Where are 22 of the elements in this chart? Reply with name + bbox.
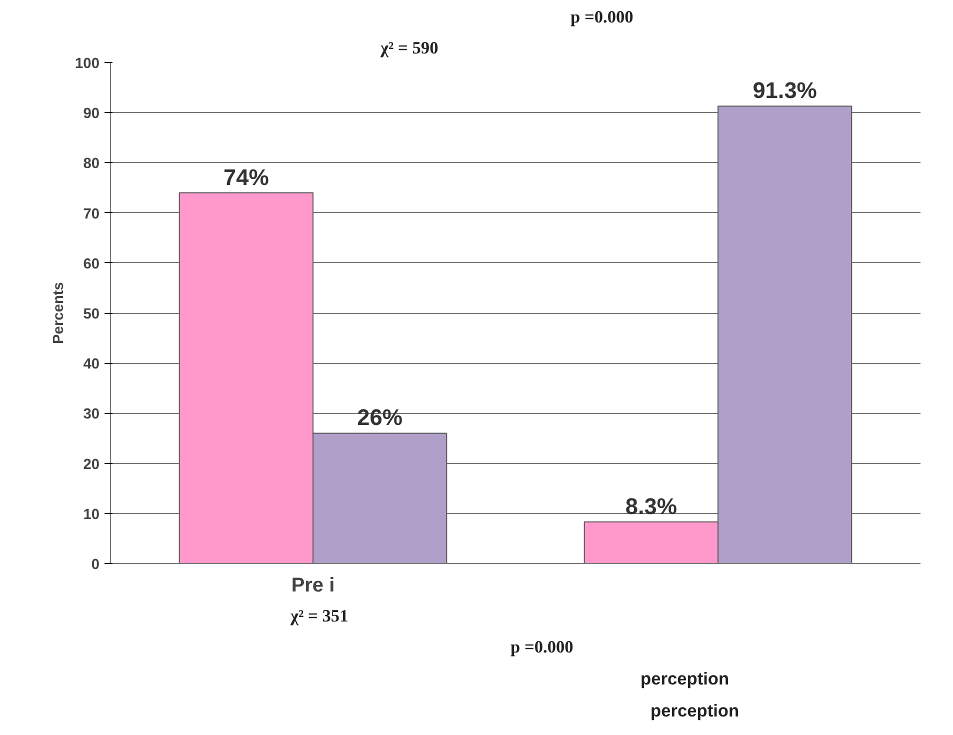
- y-tick-label: 80: [83, 156, 100, 172]
- y-tick-label: 90: [83, 106, 100, 122]
- y-tick-label: 0: [91, 557, 100, 573]
- y-tick-label: 10: [83, 506, 100, 523]
- x-tick-label: Pre i: [291, 574, 335, 596]
- text: χ² = 351: [290, 606, 348, 626]
- text: p =0.000: [570, 8, 634, 26]
- data-label: 8.3%: [625, 492, 677, 519]
- data-label: 91.3%: [752, 77, 817, 104]
- y-axis-title: Percents: [51, 282, 68, 344]
- y-tick-label: 40: [83, 356, 100, 373]
- y-tick-label: 70: [83, 206, 100, 222]
- y-tick-label: 50: [83, 306, 100, 322]
- y-tick-label: 60: [83, 256, 100, 272]
- y-tick-label: 20: [83, 456, 100, 473]
- text: χ² = 590: [380, 38, 438, 58]
- y-tick-label: 30: [83, 406, 100, 423]
- text: perception: [640, 668, 730, 688]
- data-label: 74%: [224, 164, 269, 190]
- text: p =0.000: [510, 638, 574, 656]
- y-tick-label: 100: [75, 56, 100, 72]
- text: perception: [650, 700, 740, 720]
